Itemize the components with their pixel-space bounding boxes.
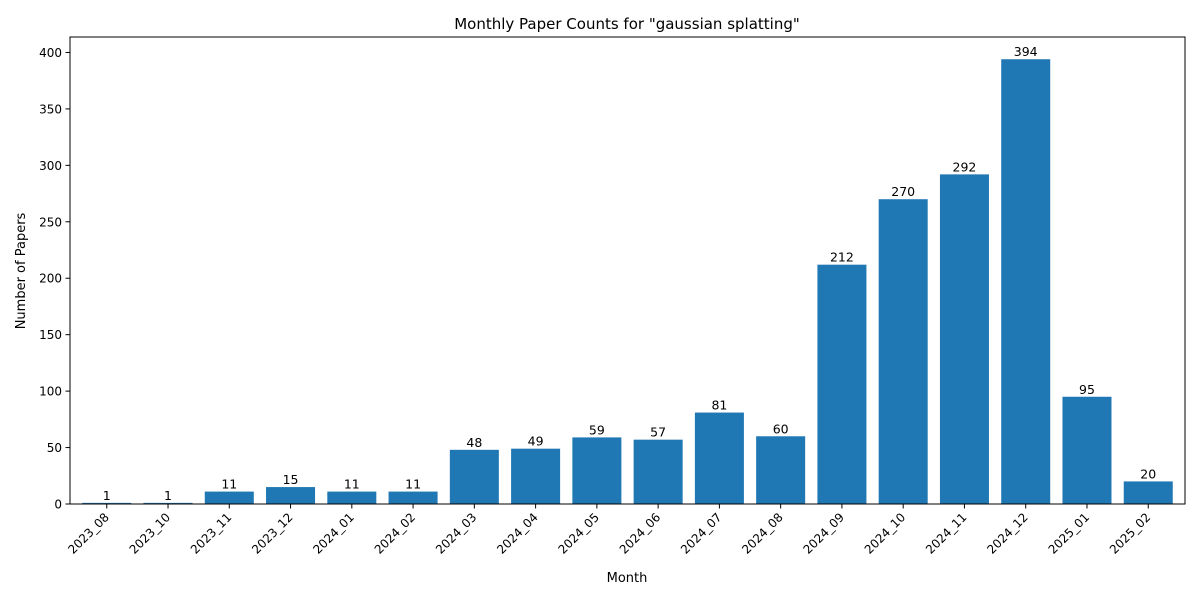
x-tick-label: 2024_07	[678, 510, 725, 557]
bar-2024_01	[327, 491, 377, 504]
bar-value-label: 49	[528, 434, 544, 449]
bar-2024_11	[939, 174, 989, 504]
y-axis: 0 50 100 150 200 250 300 350 400	[39, 46, 70, 512]
bar-2024_08	[756, 436, 806, 504]
x-tick-label: 2023_10	[127, 510, 174, 557]
x-tick-label: 2024_08	[739, 510, 786, 557]
bar-value-label: 15	[283, 472, 299, 487]
x-tick-label: 2025_02	[1107, 510, 1154, 557]
x-axis-label: Month	[607, 571, 648, 586]
y-tick-label: 250	[39, 215, 62, 229]
x-tick-label: 2024_01	[310, 510, 357, 557]
x-axis: 2023_08 2023_10 2023_11 2023_12 2024_01 2024_…	[65, 504, 1153, 557]
x-tick-label: 2024_09	[801, 510, 848, 557]
x-tick-label: 2023_11	[188, 510, 235, 557]
bar-value-label: 292	[953, 159, 977, 174]
bar-value-label: 48	[466, 435, 482, 450]
y-tick-label: 100	[39, 385, 62, 399]
bar-value-label: 1	[103, 488, 111, 503]
y-tick-label: 150	[39, 328, 62, 342]
x-tick-label: 2023_08	[65, 510, 112, 557]
x-tick-label: 2024_02	[372, 510, 419, 557]
bars-layer	[82, 59, 1173, 505]
bar-2024_07	[694, 412, 744, 504]
y-tick-label: 200	[39, 272, 62, 286]
bar-2023_11	[204, 491, 254, 504]
bar-value-label: 212	[830, 250, 854, 265]
bar-2025_01	[1062, 396, 1112, 504]
y-tick-label: 0	[54, 498, 62, 512]
y-tick-label: 400	[39, 46, 62, 60]
bar-value-label: 57	[650, 425, 666, 440]
plot-area-border	[69, 36, 1186, 505]
bar-2024_02	[388, 491, 438, 504]
bar-2023_10	[143, 502, 193, 504]
bar-2023_08	[82, 502, 132, 504]
bar-value-label: 11	[344, 477, 360, 492]
bar-value-label: 95	[1079, 382, 1095, 397]
plot-frame	[69, 36, 1186, 505]
x-tick-label: 2024_04	[494, 510, 541, 557]
x-tick-label: 2025_01	[1046, 510, 1093, 557]
chart-title: Monthly Paper Counts for "gaussian splat…	[454, 15, 800, 33]
bar-value-label: 11	[405, 477, 421, 492]
bar-value-label: 60	[773, 421, 789, 436]
bar-value-label: 81	[711, 398, 727, 413]
x-tick-label: 2024_12	[984, 510, 1031, 557]
bar-value-label: 20	[1140, 466, 1156, 481]
x-tick-label: 2024_11	[923, 510, 970, 557]
x-tick-label: 2023_12	[249, 510, 296, 557]
bar-2024_03	[449, 449, 499, 504]
bar-2025_02	[1123, 481, 1173, 504]
y-tick-label: 300	[39, 159, 62, 173]
bar-2024_09	[817, 264, 867, 504]
bar-2024_10	[878, 199, 928, 504]
y-tick-label: 350	[39, 102, 62, 116]
bar-2024_06	[633, 439, 683, 504]
bar-value-label: 11	[221, 477, 237, 492]
y-axis-label: Number of Papers	[14, 212, 29, 329]
bar-2024_04	[511, 448, 561, 504]
y-tick-label: 50	[47, 441, 62, 455]
x-tick-label: 2024_06	[617, 510, 664, 557]
x-tick-label: 2024_03	[433, 510, 480, 557]
bar-value-label: 394	[1014, 44, 1038, 59]
bar-value-label: 59	[589, 422, 605, 437]
bar-2023_12	[266, 487, 316, 504]
bar-value-label: 1	[164, 488, 172, 503]
bar-2024_05	[572, 437, 622, 504]
x-tick-label: 2024_10	[862, 510, 909, 557]
bar-2024_12	[1001, 59, 1051, 505]
x-tick-label: 2024_05	[555, 510, 602, 557]
bar-value-label: 270	[891, 184, 915, 199]
